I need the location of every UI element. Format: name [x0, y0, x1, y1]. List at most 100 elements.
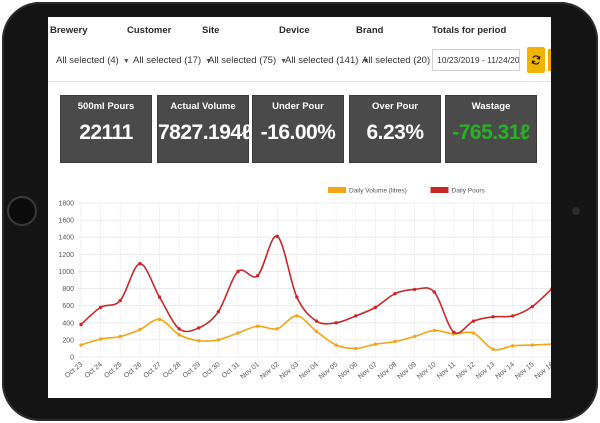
data-point — [295, 295, 299, 299]
chevron-down-icon: ▼ — [205, 58, 213, 65]
x-tick-label: Oct 23 — [64, 361, 84, 380]
x-tick-label: Oct 24 — [84, 361, 104, 380]
data-point — [98, 305, 103, 310]
brewery-select-value: All selected (4) — [56, 55, 119, 66]
legend-label: Daily Pours — [452, 188, 486, 195]
data-point — [157, 295, 162, 299]
chevron-down-icon: ▼ — [122, 58, 130, 65]
legend-swatch — [328, 187, 346, 193]
x-tick-label: Nov 16 — [534, 361, 551, 381]
y-tick-label: 400 — [62, 320, 74, 327]
data-point — [550, 342, 551, 346]
data-point — [197, 326, 201, 330]
data-point — [471, 319, 476, 323]
kpi-card-over-pour: Over Pour 6.23% — [349, 95, 441, 163]
series-line — [80, 235, 551, 335]
x-tick-label: Nov 12 — [455, 361, 477, 381]
data-point — [98, 337, 103, 341]
chevron-down-icon: ▼ — [280, 58, 288, 65]
y-tick-label: 1400 — [58, 235, 74, 242]
x-tick-label: Nov 03 — [279, 361, 301, 381]
kpi-value: -16.00% — [260, 121, 336, 144]
customer-select[interactable]: All selected (17) ▼ — [133, 55, 212, 66]
x-tick-label: Nov 15 — [514, 361, 536, 381]
data-point — [452, 330, 456, 334]
kpi-card-under-pour: Under Pour -16.00% — [252, 95, 344, 163]
front-camera — [572, 207, 580, 215]
kpi-title: Actual Volume — [170, 101, 236, 112]
kpi-card-wastage: Wastage -765.31ℓ — [445, 95, 537, 163]
home-button[interactable] — [7, 196, 37, 226]
data-point — [236, 331, 240, 335]
x-tick-label: Nov 02 — [259, 361, 281, 381]
date-range-input[interactable]: 10/23/2019 - 11/24/2019 — [432, 49, 520, 71]
filter-label-customer: Customer — [127, 25, 172, 36]
data-point — [177, 327, 181, 331]
brand-select-value: All selected (20) — [362, 55, 431, 66]
y-tick-label: 800 — [62, 286, 74, 293]
data-point — [373, 305, 378, 310]
data-point — [511, 344, 515, 348]
kpi-title: Wastage — [471, 101, 511, 112]
brewery-select[interactable]: All selected (4) ▼ — [56, 55, 130, 66]
y-tick-label: 0 — [70, 355, 74, 362]
filter-label-device: Device — [279, 25, 310, 36]
data-point — [511, 314, 515, 318]
brand-select[interactable]: All selected (20)▼ — [362, 55, 441, 66]
filter-label-totals-period: Totals for period — [432, 25, 507, 36]
data-point — [255, 274, 260, 278]
refresh-button[interactable] — [527, 47, 545, 73]
x-tick-label: Oct 27 — [142, 361, 162, 380]
data-point — [550, 287, 551, 290]
kpi-value: -765.31ℓ — [452, 121, 530, 144]
data-point — [412, 287, 417, 292]
data-point — [354, 346, 358, 351]
data-point — [471, 331, 476, 335]
chevron-down-icon: ▼ — [362, 58, 370, 65]
filter-label-site: Site — [202, 25, 220, 36]
data-point — [197, 339, 201, 343]
legend-label: Daily Volume (litres) — [349, 188, 407, 195]
data-point — [530, 304, 535, 309]
x-tick-label: Oct 28 — [162, 361, 182, 380]
x-tick-label: Nov 01 — [239, 361, 261, 381]
legend-swatch — [430, 187, 449, 193]
kpi-title: Under Pour — [272, 101, 324, 112]
data-point — [255, 324, 260, 328]
data-point — [275, 234, 279, 239]
data-point — [79, 322, 83, 327]
data-point — [334, 343, 338, 347]
y-tick-label: 1200 — [58, 252, 74, 259]
data-point — [216, 309, 221, 314]
kpi-card-actual-volume: Actual Volume 7827.194ℓ — [157, 95, 252, 163]
kpi-card-pours: 500ml Pours 22111 — [60, 95, 152, 163]
data-point — [314, 319, 319, 323]
data-point — [236, 269, 240, 274]
data-point — [275, 327, 279, 331]
data-point — [177, 333, 181, 337]
customer-select-value: All selected (17) — [133, 55, 202, 66]
kpi-value: 6.23% — [366, 121, 424, 144]
kpi-title: 500ml Pours — [77, 101, 135, 112]
filter-label-brand: Brand — [356, 25, 384, 36]
device-select-value: All selected (141) — [285, 55, 359, 66]
data-point — [157, 317, 162, 322]
x-tick-label: Nov 11 — [436, 361, 457, 380]
device-select[interactable]: All selected (141) ▼ — [285, 55, 369, 66]
x-tick-label: Nov 07 — [357, 361, 379, 381]
site-select[interactable]: All selected (75) ▼ — [208, 55, 287, 66]
data-point — [118, 298, 122, 303]
data-point — [432, 328, 436, 333]
filter-label-brewery: Brewery — [50, 25, 88, 36]
x-tick-label: Nov 09 — [396, 361, 418, 381]
x-tick-label: Oct 29 — [182, 361, 202, 380]
y-tick-label: 1000 — [58, 269, 74, 276]
data-point — [138, 327, 142, 332]
x-tick-label: Nov 14 — [495, 361, 517, 381]
y-tick-label: 1800 — [58, 201, 74, 208]
y-tick-label: 200 — [62, 337, 74, 344]
data-point — [373, 342, 378, 346]
dashboard-screen: Brewery Customer Site Device Brand Total… — [48, 17, 551, 398]
